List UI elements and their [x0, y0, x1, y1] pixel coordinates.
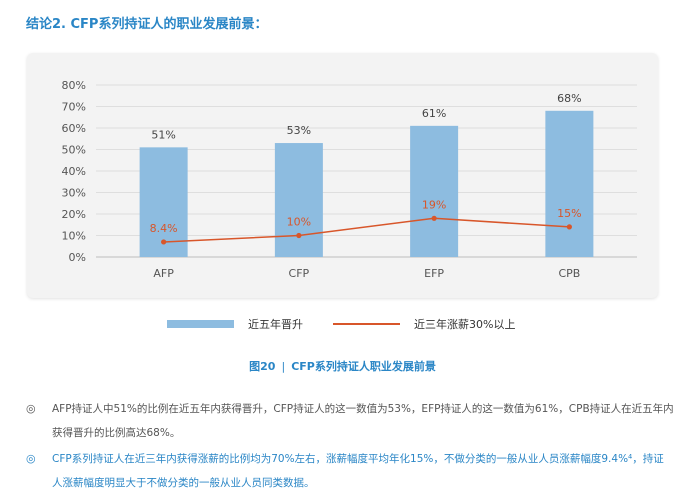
bar [139, 147, 188, 257]
legend-line-label: 近三年涨薪30%以上 [414, 318, 516, 331]
line-value-label: 15% [557, 207, 581, 220]
legend-line-swatch [333, 323, 400, 325]
line-point [431, 215, 437, 221]
y-tick-label: 50% [62, 144, 86, 157]
figure-title: CFP系列持证人职业发展前景 [291, 360, 436, 373]
bullet-icon: ◎ [26, 402, 36, 415]
y-tick-label: 60% [62, 122, 86, 135]
caption-separator: | [281, 360, 286, 373]
legend-item-line: 近三年涨薪30%以上 [333, 316, 515, 332]
line-value-label: 19% [422, 198, 446, 211]
note-item: ◎ CFP系列持证人在近三年内获得涨薪的比例均为70%左右，涨薪幅度平均年化15… [26, 447, 674, 495]
y-tick-label: 10% [62, 230, 86, 243]
note-item: ◎ AFP持证人中51%的比例在近五年内获得晋升，CFP持证人的这一数值为53%… [26, 397, 674, 445]
y-tick-label: 70% [62, 101, 86, 114]
line-point [161, 239, 167, 245]
line-series [163, 217, 570, 243]
legend-bar-label: 近五年晋升 [248, 318, 303, 331]
legend-item-bar: 近五年晋升 [167, 316, 303, 332]
figure-caption: 图20 | CFP系列持证人职业发展前景 [0, 358, 685, 374]
bar [410, 125, 459, 257]
bar [274, 143, 323, 257]
bar-value-label: 68% [557, 92, 581, 105]
x-tick-label: CPB [558, 267, 580, 280]
note-text: AFP持证人中51%的比例在近五年内获得晋升，CFP持证人的这一数值为53%，E… [52, 403, 674, 439]
bar-value-label: 61% [422, 107, 446, 120]
line-value-label: 10% [287, 216, 311, 229]
y-tick-label: 80% [62, 79, 86, 92]
bar-value-label: 51% [151, 128, 175, 141]
y-tick-label: 0% [69, 251, 86, 264]
section-heading: 结论2. CFP系列持证人的职业发展前景： [26, 17, 268, 32]
y-tick-label: 30% [62, 187, 86, 200]
line-point [296, 232, 302, 239]
note-text: CFP系列持证人在近三年内获得涨薪的比例均为70%左右，涨薪幅度平均年化15%，… [52, 453, 664, 489]
x-tick-label: CFP [289, 267, 310, 280]
line-value-label: 8.4% [150, 222, 178, 235]
y-tick-label: 40% [62, 165, 86, 178]
chart-legend: 近五年晋升 近三年涨薪30%以上 [0, 316, 685, 332]
bullet-icon: ◎ [26, 452, 36, 465]
bar-line-chart: 80% 70% 60% 50% 40% 30% 20% 10% 0% 51% 53% 61% 68% AF… [62, 79, 637, 280]
line-point [566, 224, 572, 230]
x-tick-label: AFP [153, 267, 174, 280]
figure-number: 图20 [249, 360, 276, 373]
y-tick-label: 20% [62, 208, 86, 221]
bar [545, 110, 594, 257]
x-tick-label: EFP [424, 267, 444, 280]
bar-value-label: 53% [287, 124, 311, 137]
legend-bar-swatch [167, 320, 234, 328]
